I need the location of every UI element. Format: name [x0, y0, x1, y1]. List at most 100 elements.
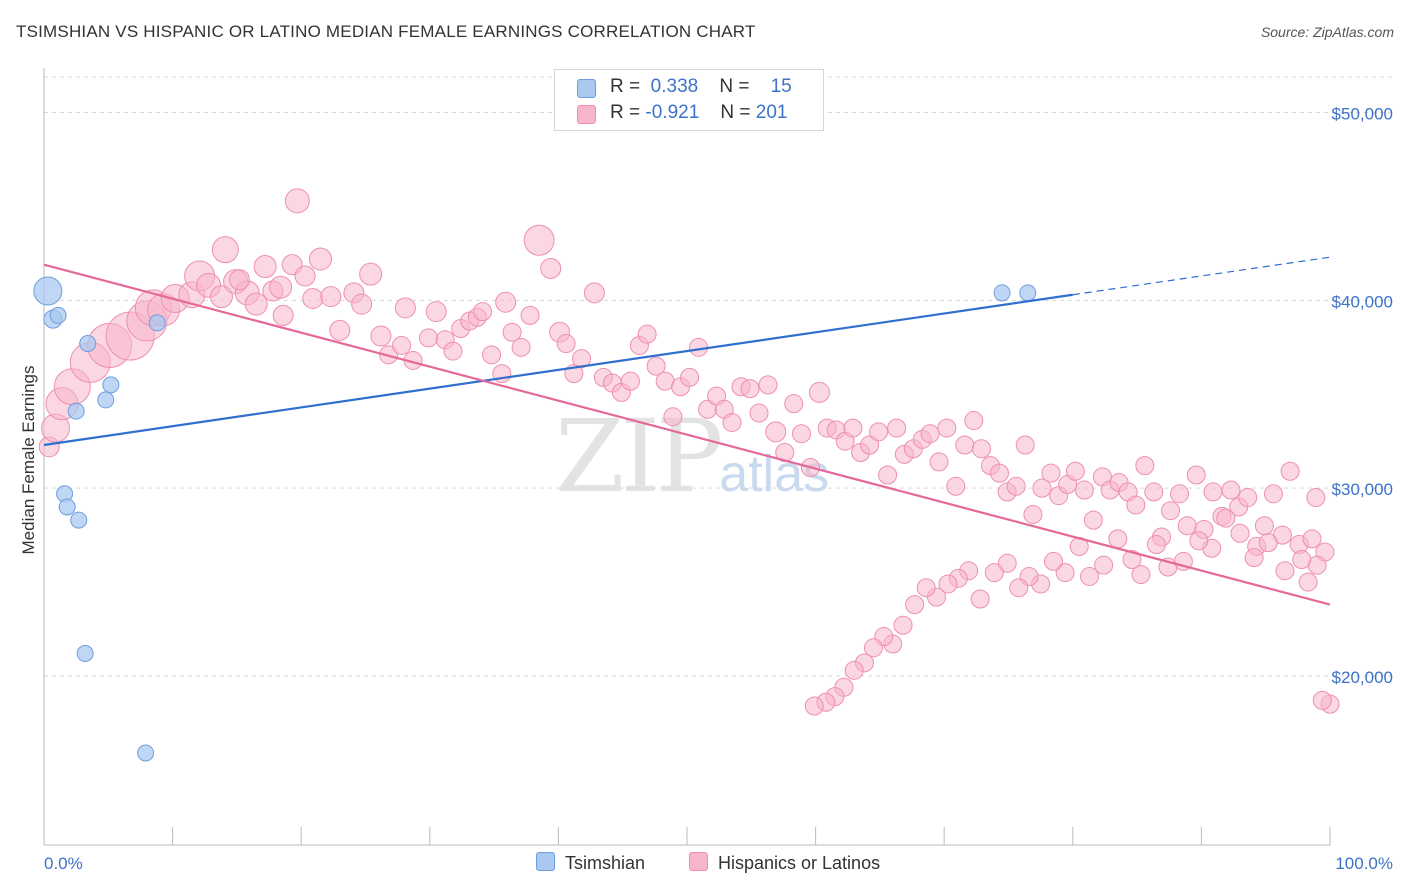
x-tick-label: 100.0%	[1335, 854, 1393, 873]
hispanic-point	[1238, 488, 1258, 508]
gridlines	[44, 76, 1392, 677]
hispanic-point	[1122, 550, 1142, 570]
hispanic-point	[351, 293, 373, 315]
hispanic-point	[583, 282, 605, 304]
hispanic-point	[520, 305, 540, 325]
bottom-legend-hispanic: Hispanics or Latinos	[689, 852, 880, 874]
hispanic-point	[920, 424, 940, 444]
hispanic-point	[905, 595, 925, 615]
hispanic-point	[878, 465, 898, 485]
bottom-legend-label: Tsimshian	[565, 853, 646, 873]
hispanic-point	[1177, 516, 1197, 536]
hispanic-point	[419, 328, 439, 348]
hispanic-point	[808, 381, 830, 403]
watermark: ZIPatlas	[555, 398, 829, 515]
hispanic-point	[1292, 550, 1312, 570]
hispanic-point	[860, 435, 880, 455]
y-tick-label: $30,000	[1332, 480, 1393, 499]
tsimshian-trend-extension	[1072, 256, 1331, 296]
hispanic-point	[1312, 690, 1332, 710]
hispanic-point	[1230, 523, 1250, 543]
hispanic-point	[740, 379, 760, 399]
tsimshian-point	[993, 284, 1011, 302]
hispanic-point	[1302, 529, 1322, 549]
hispanic-point	[209, 285, 233, 309]
hispanic-point	[1258, 533, 1278, 553]
hispanic-point	[1170, 484, 1190, 504]
tsimshian-point	[97, 391, 115, 409]
hispanic-point	[946, 476, 966, 496]
hispanic-point	[1108, 529, 1128, 549]
y-tick-label: $50,000	[1332, 105, 1393, 124]
legend-r-label: R =	[610, 76, 641, 97]
tsimshian-trend-line	[43, 293, 1073, 447]
hispanic-point	[929, 452, 949, 472]
hispanic-point	[329, 319, 351, 341]
legend-r-label: R =	[610, 102, 641, 123]
hispanic-point	[749, 403, 769, 423]
tsimshian-point	[102, 376, 120, 394]
tsimshian-point	[1019, 284, 1037, 302]
hispanic-point	[765, 421, 787, 443]
hispanic-point	[392, 335, 412, 355]
trend-lines	[43, 256, 1331, 606]
legend-swatch-pink	[577, 105, 596, 124]
hispanic-point	[938, 574, 958, 594]
hispanic-point	[791, 424, 811, 444]
hispanic-point	[228, 269, 250, 291]
hispanic-point	[1044, 551, 1064, 571]
hispanic-point	[1006, 476, 1026, 496]
hispanic-point	[646, 356, 666, 376]
hispanic-point	[284, 188, 310, 214]
hispanic-point	[784, 394, 804, 414]
hispanic-point	[916, 578, 936, 598]
hispanic-point	[572, 349, 592, 369]
hispanic-point	[556, 334, 576, 354]
hispanic-point	[1083, 510, 1103, 530]
hispanic-point	[1146, 535, 1166, 555]
hispanic-point	[971, 439, 991, 459]
hispanic-point	[1126, 495, 1146, 515]
hispanic-point	[984, 563, 1004, 583]
hispanic-point	[1041, 463, 1061, 483]
hispanic-point	[1189, 531, 1209, 551]
legend-r-value: 0.338	[650, 76, 699, 97]
hispanic-point	[523, 224, 555, 256]
hispanic-point	[937, 418, 957, 438]
source-label: Source: ZipAtlas.com	[1260, 24, 1394, 40]
hispanic-point	[863, 638, 883, 658]
hispanic-point	[272, 304, 294, 326]
hispanic-point	[1216, 508, 1236, 528]
bottom-swatch-blue	[536, 852, 555, 871]
hispanic-point	[1221, 480, 1241, 500]
hispanic-point	[394, 297, 416, 319]
hispanic-point	[473, 302, 493, 322]
hispanic-point	[1263, 484, 1283, 504]
hispanic-point	[244, 292, 268, 316]
bottom-swatch-pink	[689, 852, 708, 871]
hispanic-point	[1280, 461, 1300, 481]
legend-swatch-blue	[577, 79, 596, 98]
hispanic-point	[302, 287, 324, 309]
hispanic-point	[482, 345, 502, 365]
hispanic-point	[1203, 482, 1223, 502]
hispanic-point	[804, 696, 824, 716]
hispanic-point	[722, 412, 742, 432]
hispanic-point	[511, 337, 531, 357]
hispanic-point	[1074, 480, 1094, 500]
hispanic-point	[1065, 461, 1085, 481]
hispanic-point	[680, 367, 700, 387]
axis-labels: $20,000 $30,000 $40,000 $50,000 0.0% 100.0% Me…	[19, 105, 1393, 873]
legend-n-value: 15	[770, 76, 792, 97]
hispanic-point	[1023, 504, 1043, 524]
hispanic-point	[1186, 465, 1206, 485]
hispanic-point	[663, 407, 683, 427]
hispanic-trend-line	[43, 263, 1331, 606]
hispanic-point	[359, 262, 383, 286]
hispanic-point	[758, 375, 778, 395]
hispanic-point	[1015, 435, 1035, 455]
hispanic-point	[843, 418, 863, 438]
hispanic-point	[1306, 488, 1326, 508]
hispanic-point	[425, 301, 447, 323]
hispanic-point	[1094, 555, 1114, 575]
